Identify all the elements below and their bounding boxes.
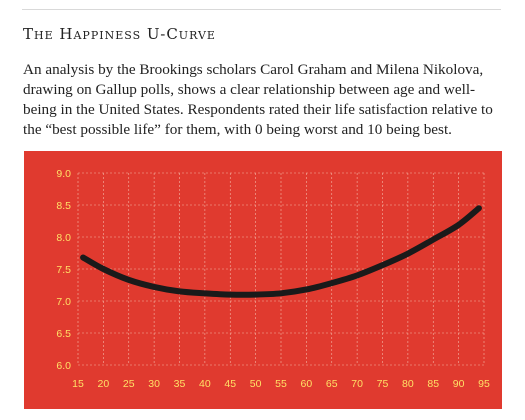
x-tick-label: 85 bbox=[427, 378, 439, 390]
y-tick-label: 7.0 bbox=[56, 296, 71, 308]
x-tick-label: 25 bbox=[123, 378, 135, 390]
x-tick-label: 45 bbox=[224, 378, 236, 390]
x-axis: 15 20 25 30 35 40 45 50 55 60 65 70 75 80 85 90 95 bbox=[72, 378, 490, 390]
x-tick-label: 80 bbox=[402, 378, 414, 390]
series-layer bbox=[80, 205, 482, 298]
y-tick-label: 9.0 bbox=[56, 168, 71, 180]
grid bbox=[77, 172, 485, 366]
y-tick-label: 6.0 bbox=[56, 360, 71, 372]
y-axis: 6.0 6.5 7.0 7.5 8.0 8.5 9.0 bbox=[56, 168, 71, 372]
x-tick-label: 90 bbox=[453, 378, 465, 390]
article-intro: An analysis by the Brookings scholars Ca… bbox=[23, 61, 493, 138]
x-tick-label: 30 bbox=[148, 378, 160, 390]
y-tick-label: 7.5 bbox=[56, 264, 71, 276]
article-heading: The Happiness U-Curve bbox=[23, 25, 216, 43]
x-tick-label: 75 bbox=[377, 378, 389, 390]
y-tick-label: 8.5 bbox=[56, 200, 71, 212]
x-tick-label: 95 bbox=[478, 378, 490, 390]
x-tick-label: 65 bbox=[326, 378, 338, 390]
x-tick-label: 35 bbox=[174, 378, 186, 390]
y-tick-label: 6.5 bbox=[56, 328, 71, 340]
x-tick-label: 70 bbox=[351, 378, 363, 390]
x-tick-label: 40 bbox=[199, 378, 211, 390]
y-tick-label: 8.0 bbox=[56, 232, 71, 244]
x-tick-label: 50 bbox=[250, 378, 262, 390]
top-divider bbox=[22, 9, 501, 10]
series-line bbox=[80, 205, 482, 298]
x-tick-label: 60 bbox=[301, 378, 313, 390]
line-chart: 6.0 6.5 7.0 7.5 8.0 8.5 9.0 15 20 25 30 35 40 45 50 55… bbox=[56, 168, 490, 390]
x-tick-label: 55 bbox=[275, 378, 287, 390]
x-tick-label: 20 bbox=[98, 378, 110, 390]
chart-panel: 6.0 6.5 7.0 7.5 8.0 8.5 9.0 15 20 25 30 35 40 45 50 55… bbox=[24, 151, 502, 409]
x-tick-label: 15 bbox=[72, 378, 84, 390]
